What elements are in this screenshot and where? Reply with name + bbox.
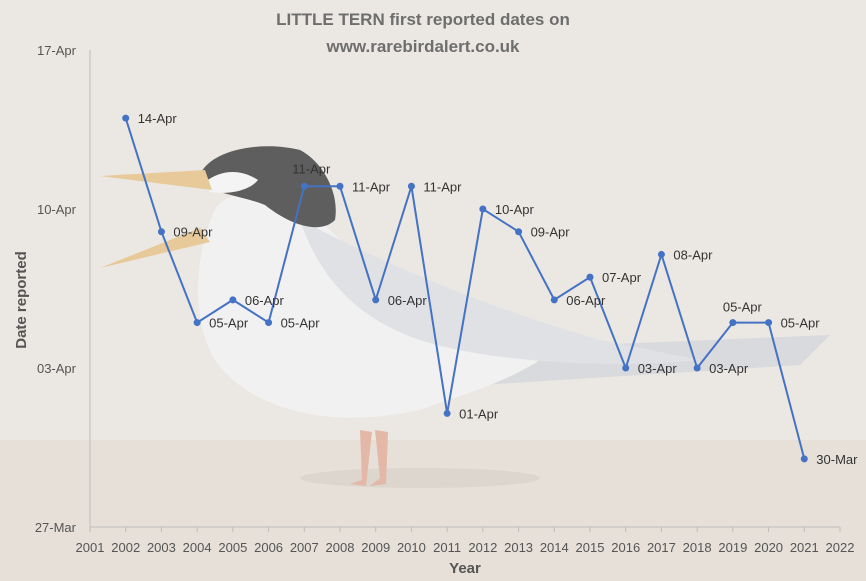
x-tick-label: 2004 bbox=[183, 540, 212, 555]
series-line bbox=[124, 117, 806, 460]
x-tick-label: 2003 bbox=[147, 540, 176, 555]
x-tick-label: 2007 bbox=[290, 540, 319, 555]
x-tick-label: 2010 bbox=[397, 540, 426, 555]
data-label: 01-Apr bbox=[459, 406, 499, 421]
data-point bbox=[122, 114, 130, 122]
data-label: 10-Apr bbox=[495, 202, 535, 217]
data-point bbox=[657, 250, 665, 258]
data-point bbox=[157, 228, 165, 236]
y-tick-label: 17-Apr bbox=[37, 43, 77, 58]
data-point bbox=[300, 182, 308, 190]
x-tick-label: 2018 bbox=[683, 540, 712, 555]
x-tick-label: 2016 bbox=[611, 540, 640, 555]
x-tick-label: 2020 bbox=[754, 540, 783, 555]
data-label: 03-Apr bbox=[709, 361, 749, 376]
data-point bbox=[336, 182, 344, 190]
x-tick-label: 2002 bbox=[111, 540, 140, 555]
data-point bbox=[693, 364, 701, 372]
data-label: 05-Apr bbox=[281, 316, 321, 331]
x-tick-label: 2008 bbox=[326, 540, 355, 555]
data-label: 30-Mar bbox=[816, 452, 858, 467]
data-label: 05-Apr bbox=[781, 316, 821, 331]
y-tick-labels: 27-Mar 03-Apr 10-Apr 17-Apr bbox=[35, 43, 77, 535]
x-tick-label: 2014 bbox=[540, 540, 569, 555]
data-label: 03-Apr bbox=[638, 361, 678, 376]
data-point bbox=[479, 205, 487, 213]
x-tick-label: 2011 bbox=[433, 540, 461, 555]
data-label: 06-Apr bbox=[245, 293, 285, 308]
x-tick-label: 2021 bbox=[790, 540, 819, 555]
x-tick-label: 2009 bbox=[361, 540, 390, 555]
x-tick-label: 2017 bbox=[647, 540, 676, 555]
x-tick-label: 2012 bbox=[468, 540, 497, 555]
y-tick-label: 03-Apr bbox=[37, 361, 77, 376]
data-label: 05-Apr bbox=[209, 316, 249, 331]
x-tick-label: 2005 bbox=[218, 540, 247, 555]
x-tick-label: 2022 bbox=[826, 540, 855, 555]
data-label: 06-Apr bbox=[566, 293, 606, 308]
data-labels: 14-Apr 09-Apr 05-Apr 06-Apr 05-Apr 11-Apr 11-A… bbox=[138, 111, 858, 467]
x-tick-label: 2013 bbox=[504, 540, 533, 555]
data-point bbox=[229, 296, 237, 304]
chart-title-line-2: www.rarebirdalert.co.uk bbox=[325, 37, 520, 56]
data-label: 11-Apr bbox=[352, 179, 391, 194]
y-tick-label: 27-Mar bbox=[35, 520, 77, 535]
data-label: 09-Apr bbox=[173, 225, 213, 240]
x-tick-label: 2001 bbox=[76, 540, 105, 555]
data-point bbox=[550, 296, 558, 304]
x-tick-label: 2019 bbox=[718, 540, 747, 555]
data-label: 08-Apr bbox=[673, 247, 713, 262]
data-point bbox=[193, 319, 201, 327]
data-label: 11-Apr bbox=[423, 179, 462, 194]
data-label: 14-Apr bbox=[138, 111, 178, 126]
data-label: 11-Apr bbox=[292, 161, 331, 176]
x-tick-label: 2006 bbox=[254, 540, 283, 555]
data-point bbox=[586, 273, 594, 281]
data-label: 09-Apr bbox=[531, 225, 571, 240]
data-point bbox=[765, 319, 773, 327]
data-label: 06-Apr bbox=[388, 293, 428, 308]
x-axis-title: Year bbox=[449, 560, 481, 577]
data-point bbox=[372, 296, 380, 304]
data-point bbox=[800, 455, 808, 463]
y-axis-title: Date reported bbox=[13, 251, 30, 349]
data-points bbox=[122, 114, 808, 463]
x-tick-label: 2015 bbox=[576, 540, 605, 555]
data-label: 05-Apr bbox=[723, 300, 763, 315]
data-point bbox=[443, 409, 451, 417]
data-point bbox=[407, 182, 415, 190]
data-point bbox=[622, 364, 630, 372]
data-point bbox=[729, 319, 737, 327]
y-tick-label: 10-Apr bbox=[37, 202, 77, 217]
chart-title-line-1: LITTLE TERN first reported dates on bbox=[276, 10, 570, 29]
x-tick-labels: 2001 2002 2003 2004 2005 2006 2007 2008 2009 2010… bbox=[76, 527, 855, 555]
data-point bbox=[265, 319, 273, 327]
data-label: 07-Apr bbox=[602, 270, 642, 285]
data-point bbox=[515, 228, 523, 236]
